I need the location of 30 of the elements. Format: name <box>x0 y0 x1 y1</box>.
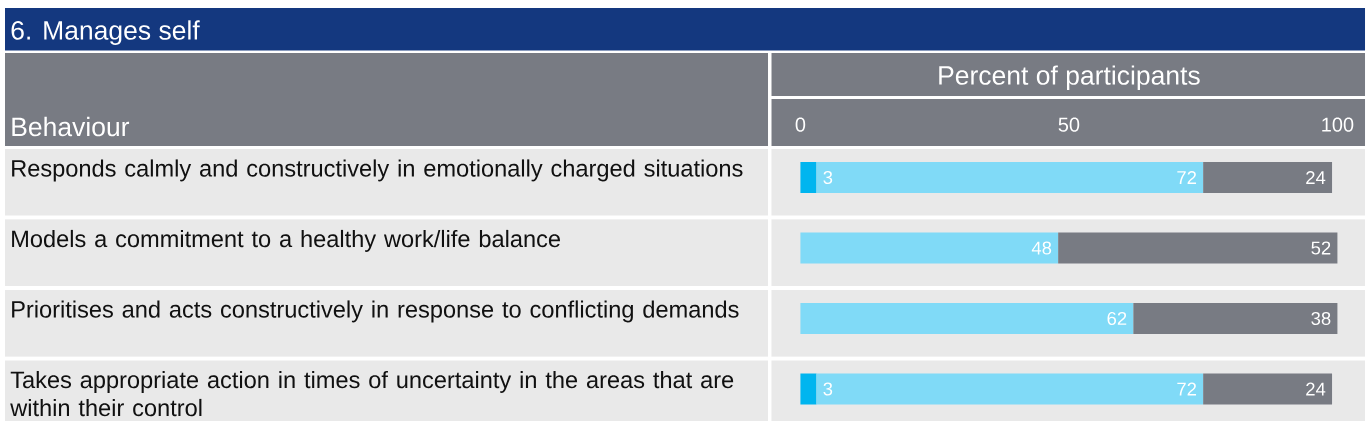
bar <box>1133 303 1338 335</box>
data-label: 62 <box>1107 311 1127 326</box>
bar <box>816 373 1204 405</box>
bar <box>1058 232 1338 264</box>
bar <box>800 373 817 405</box>
bar <box>800 162 817 194</box>
y-tick-label: Models a commitment to a healthy work/life balance <box>12 229 560 252</box>
data-label: 3 <box>823 382 833 396</box>
data-label: 24 <box>1306 171 1326 184</box>
bar <box>816 162 1204 194</box>
bar <box>800 232 1059 264</box>
text: 6. Manages self <box>11 20 200 46</box>
data-label: 48 <box>1031 241 1052 255</box>
bar <box>1203 373 1333 405</box>
data-label: 72 <box>1177 171 1197 184</box>
y-axis-title: Behaviour <box>12 116 130 137</box>
data-label: 38 <box>1311 311 1331 326</box>
x-tick-label: 100 <box>1322 117 1354 132</box>
data-label: 72 <box>1177 382 1197 396</box>
y-tick-label: Takes appropriate action in times of uncertainty in the areas that are within their control <box>10 370 734 417</box>
data-label: 24 <box>1306 382 1326 396</box>
bar <box>1203 162 1333 194</box>
data-label: 52 <box>1311 241 1331 255</box>
x-tick-label: 0 <box>795 117 806 132</box>
y-tick-label: Responds calmly and constructively in emotionally charged situations <box>12 159 743 182</box>
bar <box>800 303 1134 335</box>
x-axis-title: Percent of participants <box>939 65 1200 91</box>
data-label: 3 <box>823 170 833 185</box>
x-tick-label: 50 <box>1058 117 1080 132</box>
y-tick-label: Prioritises and acts constructively in response to conflicting demands <box>12 300 739 323</box>
